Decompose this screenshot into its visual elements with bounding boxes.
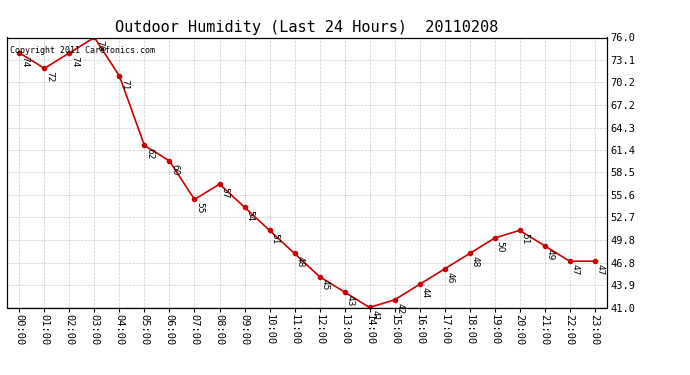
Text: 71: 71 bbox=[121, 79, 130, 90]
Text: 62: 62 bbox=[146, 148, 155, 160]
Text: 48: 48 bbox=[471, 256, 480, 268]
Text: 55: 55 bbox=[195, 202, 204, 214]
Title: Outdoor Humidity (Last 24 Hours)  20110208: Outdoor Humidity (Last 24 Hours) 2011020… bbox=[115, 20, 499, 35]
Text: 74: 74 bbox=[70, 56, 79, 67]
Text: 72: 72 bbox=[46, 71, 55, 82]
Text: 60: 60 bbox=[170, 164, 179, 175]
Text: 45: 45 bbox=[321, 279, 330, 291]
Text: 44: 44 bbox=[421, 287, 430, 298]
Text: 54: 54 bbox=[246, 210, 255, 221]
Text: 57: 57 bbox=[221, 187, 230, 198]
Text: 49: 49 bbox=[546, 249, 555, 260]
Text: 76: 76 bbox=[95, 40, 104, 52]
Text: 41: 41 bbox=[371, 310, 380, 322]
Text: 51: 51 bbox=[270, 233, 279, 244]
Text: 47: 47 bbox=[571, 264, 580, 275]
Text: 74: 74 bbox=[21, 56, 30, 67]
Text: 50: 50 bbox=[495, 241, 504, 252]
Text: 42: 42 bbox=[395, 303, 404, 314]
Text: 47: 47 bbox=[595, 264, 604, 275]
Text: 43: 43 bbox=[346, 295, 355, 306]
Text: 46: 46 bbox=[446, 272, 455, 283]
Text: 48: 48 bbox=[295, 256, 304, 268]
Text: 51: 51 bbox=[521, 233, 530, 244]
Text: Copyright 2011 Carefonics.com: Copyright 2011 Carefonics.com bbox=[10, 46, 155, 55]
